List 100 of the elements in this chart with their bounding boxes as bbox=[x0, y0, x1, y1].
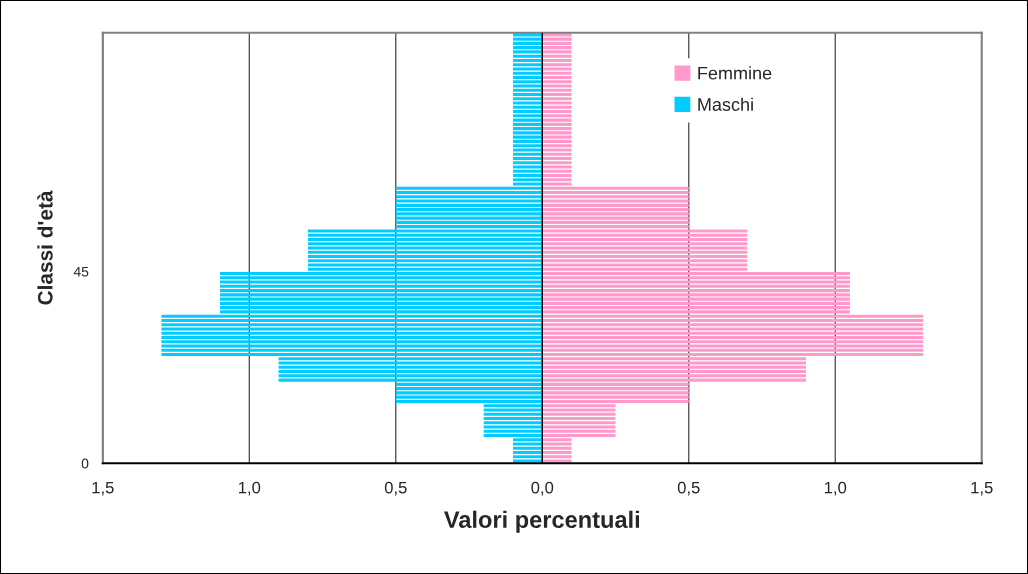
bar bbox=[542, 289, 850, 293]
bar bbox=[512, 156, 543, 160]
bar bbox=[542, 191, 689, 195]
bar bbox=[542, 97, 572, 101]
bar bbox=[161, 314, 543, 318]
bar bbox=[542, 331, 924, 335]
bar bbox=[307, 229, 543, 233]
bar bbox=[483, 416, 543, 420]
bar bbox=[542, 67, 572, 71]
bar bbox=[161, 331, 543, 335]
bar bbox=[542, 335, 924, 340]
bar bbox=[542, 229, 748, 233]
bar bbox=[542, 446, 572, 450]
bar bbox=[542, 37, 572, 41]
bar bbox=[512, 46, 543, 50]
bar bbox=[512, 101, 543, 105]
bar bbox=[161, 344, 543, 348]
x-tick-label: 1,5 bbox=[971, 481, 993, 496]
bar bbox=[512, 110, 543, 114]
bar bbox=[542, 50, 572, 54]
bar bbox=[512, 54, 543, 58]
bar bbox=[219, 272, 543, 276]
bar bbox=[542, 399, 689, 403]
bar bbox=[542, 327, 924, 331]
bar bbox=[278, 365, 543, 369]
bar bbox=[395, 212, 543, 216]
bar bbox=[542, 395, 689, 399]
bar bbox=[542, 216, 689, 220]
bar bbox=[542, 412, 616, 416]
bar bbox=[542, 361, 806, 365]
bar bbox=[512, 118, 543, 122]
bar bbox=[512, 135, 543, 139]
bar bbox=[512, 169, 543, 173]
bar bbox=[219, 276, 543, 280]
bar bbox=[512, 152, 543, 156]
bar bbox=[512, 173, 543, 178]
bar bbox=[512, 37, 543, 41]
bar bbox=[278, 378, 543, 382]
bar bbox=[395, 399, 543, 403]
bar bbox=[542, 127, 572, 131]
bar bbox=[512, 442, 543, 446]
bar bbox=[542, 455, 572, 459]
bar bbox=[219, 293, 543, 297]
bar bbox=[483, 433, 543, 438]
bar bbox=[542, 80, 572, 84]
x-axis-title: Valori percentuali bbox=[444, 510, 640, 533]
x-tick-label: 1,0 bbox=[824, 481, 847, 496]
bar bbox=[512, 80, 543, 84]
bar bbox=[542, 148, 572, 152]
bar bbox=[542, 272, 850, 276]
bar bbox=[161, 327, 543, 331]
bar bbox=[512, 148, 543, 152]
bar bbox=[542, 75, 572, 80]
bar bbox=[483, 412, 543, 416]
bar bbox=[512, 127, 543, 131]
bar bbox=[307, 242, 543, 246]
bar bbox=[542, 365, 806, 369]
bar bbox=[542, 318, 924, 322]
bar bbox=[542, 46, 572, 50]
bar bbox=[542, 92, 572, 97]
bar bbox=[542, 301, 850, 305]
bar bbox=[542, 370, 806, 374]
bar bbox=[542, 152, 572, 156]
bar bbox=[512, 63, 543, 67]
bar bbox=[542, 173, 572, 178]
bar bbox=[219, 289, 543, 293]
bar bbox=[542, 306, 850, 310]
bar bbox=[542, 139, 572, 143]
x-tick-label: 0,0 bbox=[531, 481, 554, 496]
bar bbox=[512, 75, 543, 80]
bar bbox=[512, 114, 543, 118]
bar bbox=[512, 446, 543, 450]
bar bbox=[395, 216, 543, 220]
y-tick-label: 0 bbox=[81, 458, 89, 469]
bar bbox=[395, 186, 543, 190]
bar bbox=[161, 335, 543, 340]
bar bbox=[161, 348, 543, 352]
bar bbox=[542, 442, 572, 446]
bar bbox=[542, 178, 572, 182]
bar bbox=[219, 306, 543, 310]
bar bbox=[161, 323, 543, 327]
bar bbox=[512, 161, 543, 165]
bar bbox=[542, 323, 924, 327]
bar bbox=[542, 165, 572, 169]
bar bbox=[542, 242, 748, 246]
bar bbox=[542, 378, 806, 382]
bar bbox=[395, 195, 543, 199]
x-tick-label: 0,5 bbox=[677, 481, 700, 496]
bar bbox=[542, 199, 689, 203]
bar bbox=[542, 131, 572, 135]
bar bbox=[542, 374, 806, 378]
bar bbox=[542, 58, 572, 62]
bar bbox=[542, 408, 616, 412]
bar bbox=[512, 50, 543, 54]
bar bbox=[307, 263, 543, 267]
bar bbox=[542, 88, 572, 92]
y-axis-title: Classi d'età bbox=[37, 190, 53, 305]
bar bbox=[542, 169, 572, 173]
bar bbox=[542, 208, 689, 212]
bar bbox=[542, 71, 572, 75]
